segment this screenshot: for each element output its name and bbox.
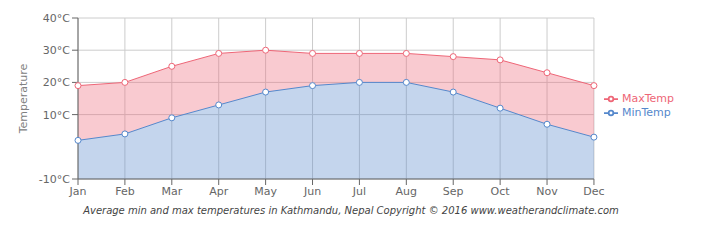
svg-text:Oct: Oct [491, 185, 511, 198]
html-text:MinTemp: MinTemp [621, 105, 671, 119]
svg-text:Jan: Jan [69, 185, 87, 198]
svg-text:Dec: Dec [583, 185, 604, 198]
svg-text:Mar: Mar [161, 185, 182, 198]
svg-text:Sep: Sep [443, 185, 464, 198]
svg-text:Temperature: Temperature [17, 63, 30, 134]
svg-text:Jun: Jun [303, 185, 321, 198]
svg-text:Apr: Apr [209, 185, 229, 198]
svg-text:30°C: 30°C [43, 44, 70, 57]
svg-text:Jul: Jul [352, 185, 366, 198]
svg-text:Aug: Aug [396, 185, 417, 198]
svg-text:20°C: 20°C [43, 76, 70, 89]
html-text:MaxTemp: MaxTemp [621, 91, 674, 105]
svg-text:40°C: 40°C [43, 12, 70, 25]
svg-text:May: May [254, 185, 277, 198]
html-text:Average min and max temperatur: Average min and max temperatures in Kath… [83, 205, 619, 216]
svg-text:-10°C: -10°C [39, 173, 70, 186]
svg-text:10°C: 10°C [43, 109, 70, 122]
svg-text:Nov: Nov [536, 185, 558, 198]
svg-text:Feb: Feb [115, 185, 134, 198]
